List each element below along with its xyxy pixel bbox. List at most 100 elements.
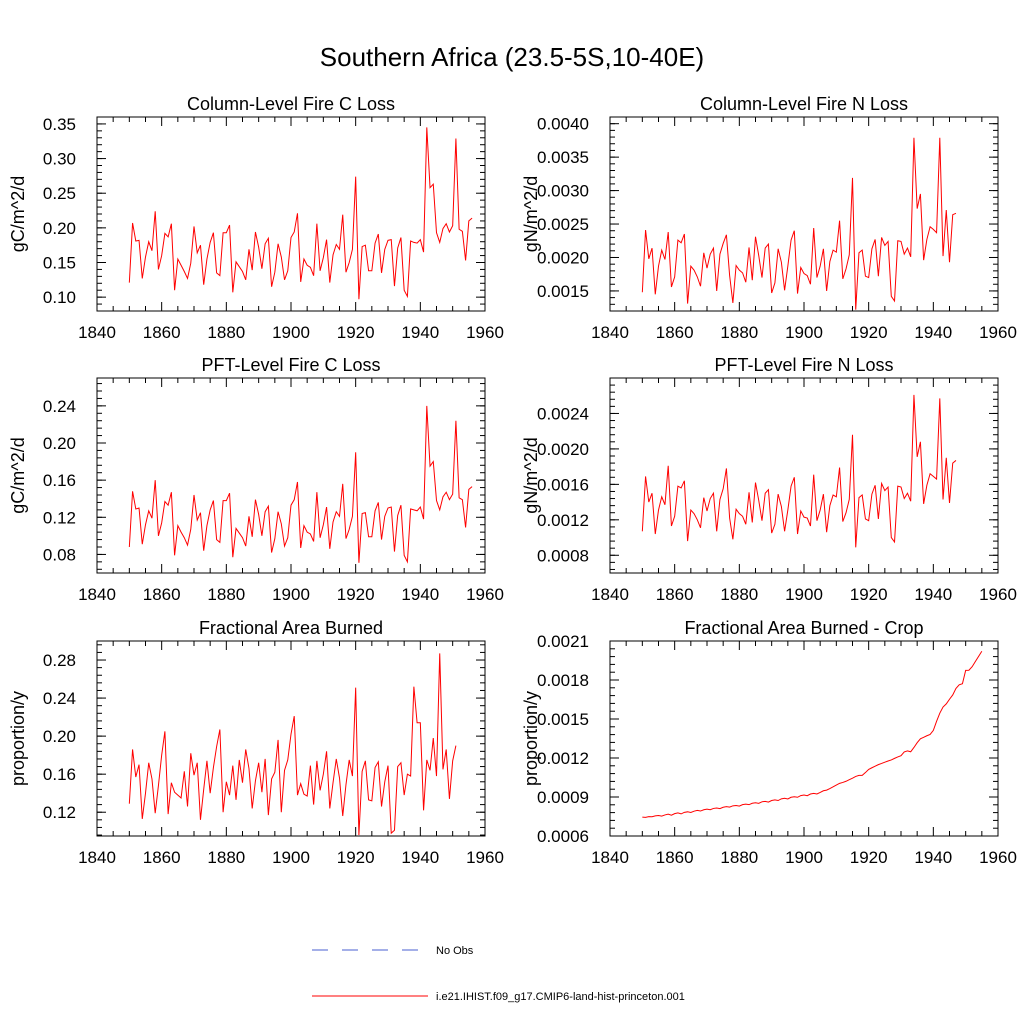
x-tick-label: 1900: [785, 848, 823, 867]
chart-panel-1: Column-Level Fire C Loss gC/m^2/d 1840 1860…: [8, 94, 504, 342]
y-tick-label: 0.24: [43, 689, 76, 708]
y-axis-label: gN/m^2/d: [521, 176, 541, 252]
x-tick-label: 1840: [78, 323, 116, 342]
plot-frame: [609, 640, 999, 837]
x-tick-label: 1960: [466, 848, 504, 867]
x-tick-label: 1840: [591, 323, 629, 342]
x-tick-label: 1940: [914, 323, 952, 342]
panel-title: PFT-Level Fire N Loss: [714, 355, 893, 375]
figure-title: Southern Africa (23.5-5S,10-40E): [320, 42, 704, 72]
chart-panel-3: PFT-Level Fire C Loss gC/m^2/d 1840 1860 188…: [8, 355, 504, 604]
chart-panel-2: Column-Level Fire N Loss gN/m^2/d 1840 1860…: [521, 94, 1017, 342]
x-tick-label: 1920: [337, 585, 375, 604]
y-tick-label: 0.0020: [537, 440, 589, 459]
y-tick-label: 0.0012: [537, 511, 589, 530]
x-tick-label: 1880: [207, 323, 245, 342]
panel-title: PFT-Level Fire C Loss: [201, 355, 380, 375]
y-axis-label: gC/m^2/d: [8, 437, 28, 513]
panels: Column-Level Fire C Loss gC/m^2/d 1840 1860…: [8, 94, 1017, 867]
x-tick-label: 1940: [914, 585, 952, 604]
series-line: [128, 405, 473, 564]
x-tick-label: 1940: [914, 848, 952, 867]
x-tick-label: 1960: [979, 848, 1017, 867]
y-tick-label: 0.20: [43, 727, 76, 746]
y-tick-label: 0.0040: [537, 115, 589, 134]
x-tick-label: 1840: [78, 848, 116, 867]
x-tick-label: 1860: [143, 323, 181, 342]
y-tick-label: 0.0025: [537, 215, 589, 234]
y-tick-label: 0.12: [43, 803, 76, 822]
x-tick-label: 1940: [401, 848, 439, 867]
y-tick-label: 0.0024: [537, 404, 589, 423]
x-tick-label: 1880: [720, 323, 758, 342]
legend-label: i.e21.IHIST.f09_g17.CMIP6-land-hist-prin…: [436, 991, 685, 1003]
panel-title: Fractional Area Burned: [199, 618, 383, 638]
series-line: [128, 653, 457, 836]
x-tick-label: 1960: [979, 585, 1017, 604]
x-tick-label: 1920: [850, 323, 888, 342]
y-tick-label: 0.0008: [537, 546, 589, 565]
chart-panel-4: PFT-Level Fire N Loss gN/m^2/d 1840 1860 188…: [521, 355, 1017, 604]
x-tick-label: 1880: [207, 585, 245, 604]
y-tick-label: 0.12: [43, 508, 76, 527]
y-tick-label: 0.35: [43, 115, 76, 134]
x-tick-label: 1920: [850, 848, 888, 867]
x-tick-label: 1900: [272, 323, 310, 342]
x-tick-label: 1880: [207, 848, 245, 867]
series-line: [641, 137, 957, 310]
panel-title: Fractional Area Burned - Crop: [684, 618, 923, 638]
y-tick-label: 0.15: [43, 254, 76, 273]
legend: No Obs i.e21.IHIST.f09_g17.CMIP6-land-his…: [312, 945, 685, 1003]
y-tick-label: 0.30: [43, 150, 76, 169]
x-tick-label: 1860: [656, 323, 694, 342]
y-axis-label: gC/m^2/d: [8, 176, 28, 252]
y-tick-label: 0.16: [43, 471, 76, 490]
legend-label: No Obs: [436, 945, 474, 957]
y-tick-label: 0.0020: [537, 248, 589, 267]
x-tick-label: 1960: [979, 323, 1017, 342]
x-tick-label: 1880: [720, 848, 758, 867]
x-tick-label: 1940: [401, 585, 439, 604]
y-tick-label: 0.24: [43, 397, 76, 416]
y-tick-label: 0.0035: [537, 148, 589, 167]
y-tick-label: 0.28: [43, 651, 76, 670]
panel-title: Column-Level Fire C Loss: [187, 94, 395, 114]
panel-title: Column-Level Fire N Loss: [700, 94, 908, 114]
x-tick-label: 1880: [720, 585, 758, 604]
y-tick-label: 0.20: [43, 219, 76, 238]
y-tick-label: 0.0016: [537, 475, 589, 494]
y-tick-label: 0.0006: [537, 827, 589, 846]
x-tick-label: 1960: [466, 323, 504, 342]
chart-panel-6: Fractional Area Burned - Crop proportion/…: [521, 618, 1017, 867]
y-tick-label: 0.0009: [537, 788, 589, 807]
x-tick-label: 1900: [785, 585, 823, 604]
plot-frame: [96, 640, 486, 837]
y-axis-label: proportion/y: [521, 691, 541, 786]
x-tick-label: 1840: [78, 585, 116, 604]
y-tick-label: 0.0021: [537, 632, 589, 651]
y-tick-label: 0.0030: [537, 182, 589, 201]
x-tick-label: 1860: [656, 585, 694, 604]
y-tick-label: 0.10: [43, 288, 76, 307]
x-tick-label: 1900: [272, 848, 310, 867]
y-tick-label: 0.08: [43, 545, 76, 564]
x-tick-label: 1900: [272, 585, 310, 604]
series-line: [128, 127, 473, 300]
x-tick-label: 1860: [143, 848, 181, 867]
x-tick-label: 1860: [656, 848, 694, 867]
y-tick-label: 0.0015: [537, 282, 589, 301]
y-tick-label: 0.0012: [537, 749, 589, 768]
x-tick-label: 1900: [785, 323, 823, 342]
y-tick-label: 0.16: [43, 765, 76, 784]
series-line: [641, 394, 957, 548]
chart-panel-5: Fractional Area Burned proportion/y 1840 18…: [8, 618, 504, 867]
x-tick-label: 1860: [143, 585, 181, 604]
x-tick-label: 1840: [591, 585, 629, 604]
x-tick-label: 1920: [850, 585, 888, 604]
y-tick-label: 0.25: [43, 184, 76, 203]
y-tick-label: 0.20: [43, 434, 76, 453]
x-tick-label: 1920: [337, 323, 375, 342]
y-tick-label: 0.0015: [537, 710, 589, 729]
y-axis-label: proportion/y: [8, 691, 28, 786]
